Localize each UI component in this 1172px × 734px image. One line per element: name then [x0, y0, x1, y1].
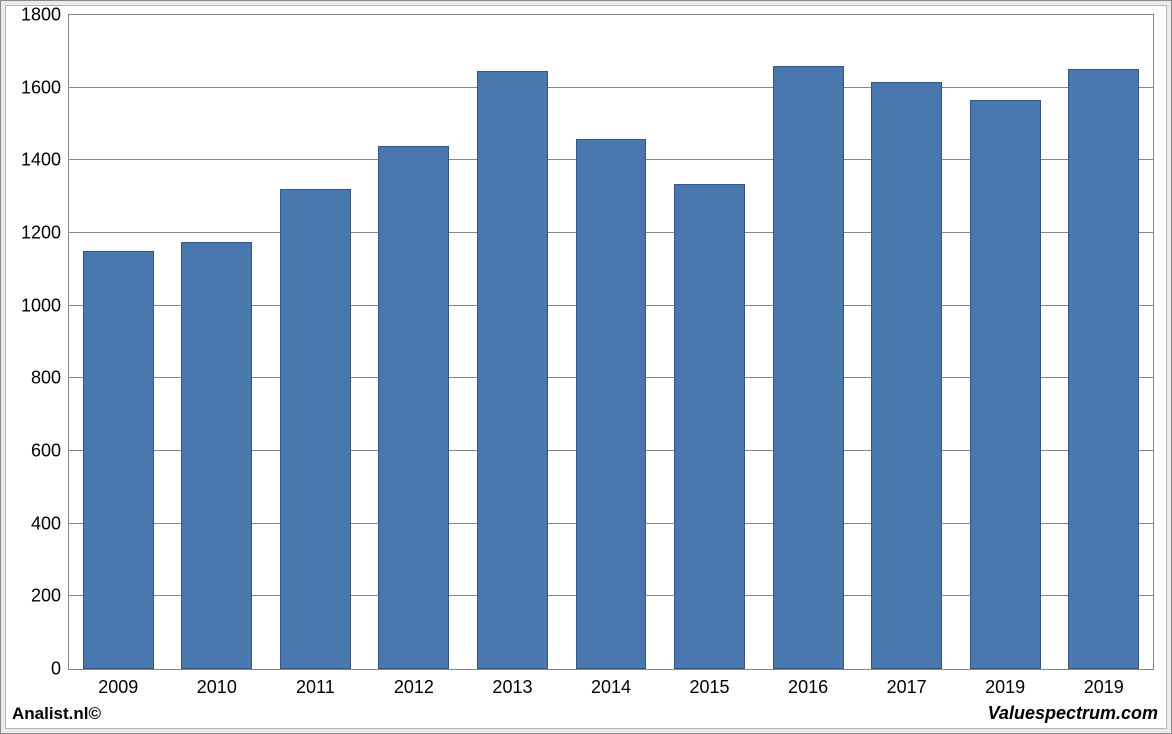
- bar: [280, 189, 351, 669]
- y-axis-label: 600: [31, 441, 61, 462]
- bar: [477, 71, 548, 669]
- bar: [378, 146, 449, 669]
- x-axis-label: 2010: [197, 677, 237, 698]
- y-axis-label: 1000: [21, 295, 61, 316]
- x-axis-label: 2009: [98, 677, 138, 698]
- y-axis-label: 0: [51, 659, 61, 680]
- footer-credit-right: Valuespectrum.com: [988, 703, 1158, 724]
- x-axis-label: 2015: [690, 677, 730, 698]
- x-axis-label: 2012: [394, 677, 434, 698]
- y-axis-label: 1400: [21, 150, 61, 171]
- plot-area: 0200400600800100012001400160018002009201…: [68, 14, 1154, 670]
- x-axis-label: 2011: [296, 677, 335, 698]
- y-axis-label: 1200: [21, 223, 61, 244]
- bar: [871, 82, 942, 669]
- outer-frame: 0 200 400 600 800 1000 1200 1400 1600 1800 2009 201…: [0, 0, 1172, 734]
- footer-credit-left: Analist.nl©: [12, 704, 101, 724]
- bar: [576, 139, 647, 669]
- x-axis-label: 2014: [591, 677, 631, 698]
- bar: [773, 66, 844, 669]
- x-axis-label: 2013: [492, 677, 532, 698]
- bar: [970, 100, 1041, 669]
- inner-panel: 0 200 400 600 800 1000 1200 1400 1600 1800 2009 201…: [5, 5, 1167, 729]
- bar: [83, 251, 154, 669]
- y-axis-label: 800: [31, 368, 61, 389]
- x-axis-label: 2017: [887, 677, 927, 698]
- gridline: [69, 87, 1153, 88]
- bar: [181, 242, 252, 669]
- bar: [674, 184, 745, 669]
- y-axis-label: 1600: [21, 77, 61, 98]
- bar: [1068, 69, 1139, 669]
- y-axis-label: 400: [31, 513, 61, 534]
- x-axis-label: 2016: [788, 677, 828, 698]
- y-axis-label: 1800: [21, 5, 61, 26]
- x-axis-label: 2019: [1084, 677, 1124, 698]
- y-axis-label: 200: [31, 586, 61, 607]
- x-axis-label: 2019: [985, 677, 1025, 698]
